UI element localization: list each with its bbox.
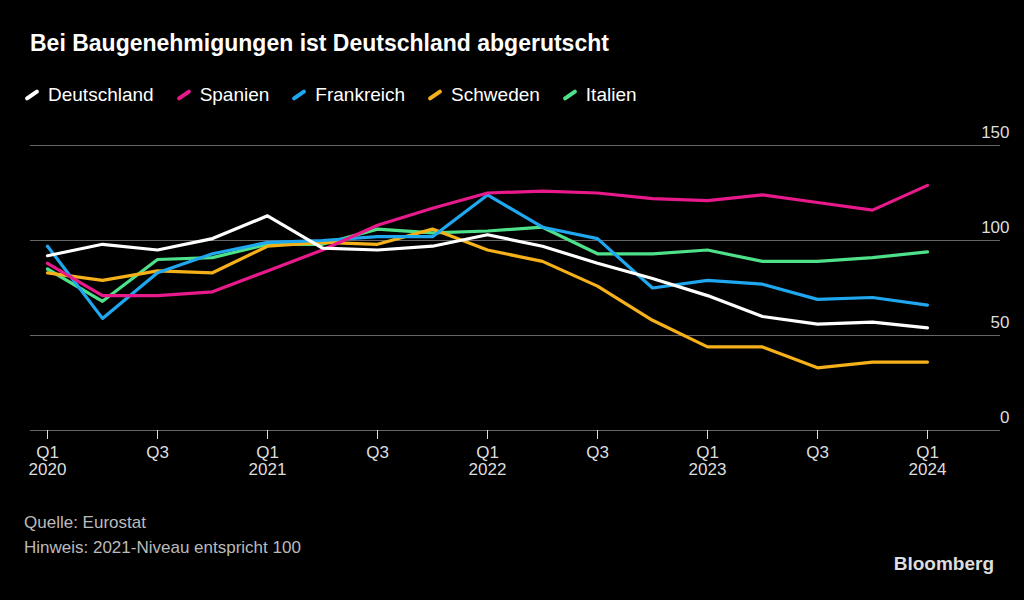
html-text:Schweden: Schweden	[451, 84, 540, 105]
html-text:Deutschland: Deutschland	[48, 84, 154, 105]
svg-text:Q12022: Q12022	[469, 443, 507, 479]
html-text:Frankreich: Frankreich	[315, 84, 406, 105]
svg-text:0: 0	[1000, 408, 1009, 427]
svg-text:Q3: Q3	[366, 443, 389, 462]
svg-text:Q3: Q3	[806, 443, 829, 462]
svg-text:150: 150	[981, 123, 1009, 142]
html-text:Hinweis: 2021-Niveau entsprich: Hinweis: 2021-Niveau entspricht 100	[24, 538, 301, 557]
html-text:Spanien: Spanien	[199, 84, 270, 105]
svg-text:100: 100	[981, 218, 1009, 237]
svg-text:Q3: Q3	[586, 443, 609, 462]
svg-text:Q3: Q3	[146, 443, 169, 462]
svg-text:Q12021: Q12021	[249, 443, 287, 479]
svg-text:Q12020: Q12020	[29, 443, 67, 479]
svg-text:Q12023: Q12023	[689, 443, 727, 479]
html-text:Bloomberg: Bloomberg	[893, 553, 994, 574]
svg-text:50: 50	[991, 313, 1010, 332]
svg-text:Q12024: Q12024	[909, 443, 947, 479]
html-text:Bei Baugenehmigungen ist Deuts: Bei Baugenehmigungen ist Deutschland abg…	[30, 30, 609, 56]
html-text:Italien: Italien	[585, 84, 637, 105]
html-text:Quelle: Eurostat: Quelle: Eurostat	[24, 513, 146, 532]
